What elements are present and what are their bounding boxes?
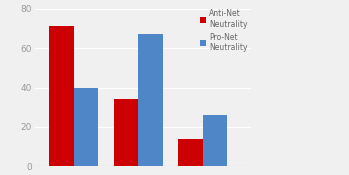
- Bar: [114, 99, 138, 166]
- Legend: Anti-Net
Neutrality, Pro-Net
Neutrality: Anti-Net Neutrality, Pro-Net Neutrality: [200, 9, 247, 52]
- Bar: [74, 88, 98, 166]
- Bar: [178, 139, 203, 166]
- Bar: [49, 26, 74, 166]
- Bar: [203, 115, 228, 166]
- Bar: [138, 34, 163, 166]
